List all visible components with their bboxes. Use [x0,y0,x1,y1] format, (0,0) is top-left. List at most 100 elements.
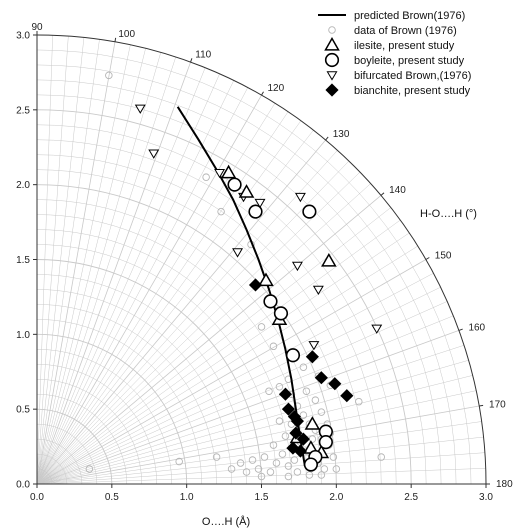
angle-tick-mark [190,58,193,63]
angle-tick-label: 100 [118,29,135,40]
data-point-small-open-circle [355,397,363,406]
data-point-open-circle [302,204,317,219]
data-point-small-open-circle [236,459,245,467]
grid-arc [36,408,113,485]
angle-tick-label: 120 [268,83,285,94]
data-point-filled-diamond [296,432,310,446]
data-point-small-open-circle [105,71,113,80]
data-point-open-triangle-down [291,261,303,272]
data-point-filled-diamond [290,414,304,428]
data-point-small-open-circle [260,453,269,461]
grid-arc [36,319,202,485]
grid-arc [36,274,247,485]
x-tick-label: 2.0 [329,492,343,503]
data-point-small-open-circle [217,207,225,216]
angle-tick-label: 180 [496,479,513,490]
data-point-open-circle [273,306,289,321]
x-tick-label: 1.0 [180,492,194,503]
grid-arc [36,378,143,485]
data-point-open-triangle-up [220,164,237,179]
data-point-small-open-circle [302,387,311,395]
data-point-open-circle [285,348,301,363]
data-point-small-open-circle [269,441,278,449]
angle-tick-label: 150 [435,251,452,262]
data-point-small-open-circle [299,411,308,419]
x-tick-label: 3.0 [479,492,493,503]
grid-arc [36,79,442,485]
data-point-open-circle [318,434,333,450]
data-point-small-open-circle [175,457,183,466]
grid-arc [36,333,188,485]
grid-arc [36,453,68,485]
data-point-small-open-circle [202,173,210,181]
data-point-small-open-circle [257,472,266,481]
grid-arc [36,49,472,485]
angle-tick-label: 160 [468,323,485,334]
data-point-open-triangle-down [371,324,383,334]
angle-tick-mark [325,136,329,141]
grid-arc [36,259,262,485]
data-point-filled-diamond [293,444,307,458]
data-point-small-open-circle [212,453,221,461]
data-point-small-open-circle [317,471,326,479]
legend-label: bianchite, present study [354,85,471,97]
data-point-small-open-circle [317,408,326,416]
data-point-small-open-circle [293,402,302,410]
data-point-open-circle [303,457,318,472]
grid-arc [36,364,157,485]
angle-tick-mark [380,192,385,196]
legend-label: predicted Brown(1976) [354,10,465,22]
data-point-small-open-circle [284,462,293,470]
data-point-open-triangle-down [312,285,324,296]
y-tick-label: 1.0 [16,330,30,341]
angle-tick-label: 170 [489,400,506,411]
legend-label: data of Brown (1976) [354,25,457,37]
angle-tick-mark [114,37,117,42]
y-tick-label: 0.5 [16,405,30,416]
grid-arc [36,34,487,485]
grid-arc [36,304,217,485]
x-tick-label: 0.5 [105,492,119,503]
data-point-open-triangle-down [308,341,320,351]
y-tick-label: 1.5 [16,255,30,266]
angle-tick-label: 110 [195,50,211,61]
data-point-filled-diamond [314,371,328,385]
grid-arc [36,109,412,485]
data-point-open-triangle-down [214,168,226,179]
data-point-open-triangle-down [148,149,160,159]
data-point-open-circle [227,177,242,192]
chart-grid [36,34,487,485]
grid-arc [36,229,292,485]
angle-axis-title: H-O….H (°) [420,208,477,220]
data-point-open-circle [248,204,263,219]
data-point-filled-diamond [281,402,296,416]
angle-tick-mark [425,257,430,260]
angle-tick-label: 130 [333,129,350,140]
grid-arc [36,438,83,485]
legend-swatch-small-open-circle [328,26,336,34]
x-tick-label: 2.5 [404,492,418,503]
data-point-open-triangle-up [321,252,337,267]
grid-arc [36,468,53,485]
x-tick-label: 1.5 [255,492,269,503]
data-point-small-open-circle [293,468,302,476]
data-point-small-open-circle [275,417,284,425]
y-tick-label: 2.0 [16,180,30,191]
x-axis-title: O….H (Å) [202,515,250,528]
legend-label: ilesite, present study [354,40,455,52]
grid-arc [36,423,98,485]
data-point-filled-diamond [289,426,303,440]
grid-arc [36,154,367,485]
chart-plot-area [85,71,385,481]
data-point-small-open-circle [269,342,278,351]
grid-arc [36,349,172,485]
data-point-small-open-circle [275,382,284,391]
data-point-small-open-circle [329,453,338,461]
grid-arc [36,139,382,485]
data-point-small-open-circle [278,450,287,458]
y-tick-label: 2.5 [16,105,30,116]
grid-arc [36,393,128,485]
grid-arc [36,64,457,485]
legend-swatch-filled-diamond [325,83,339,97]
